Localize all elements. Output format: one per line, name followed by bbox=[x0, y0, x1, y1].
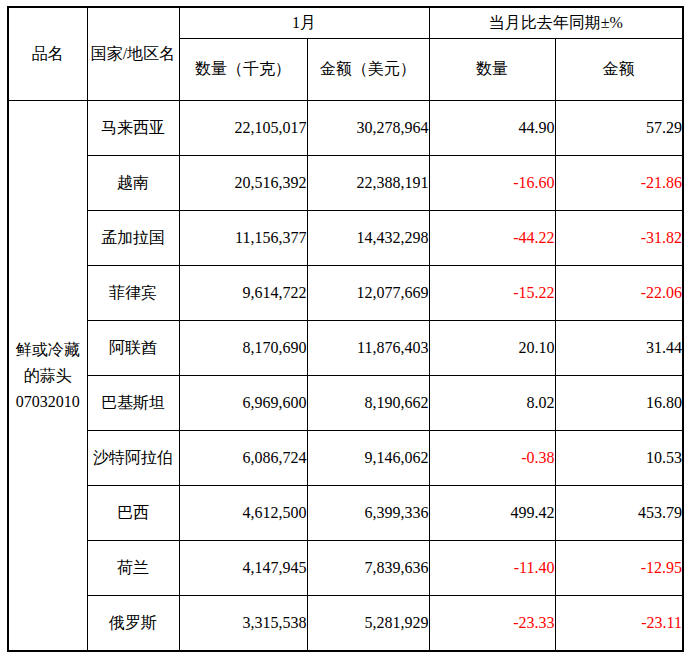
header-yoy-quantity: 数量 bbox=[429, 39, 555, 101]
quantity-kg-cell: 6,969,600 bbox=[179, 376, 307, 431]
table-row: 沙特阿拉伯 6,086,724 9,146,062 -0.38 10.53 bbox=[8, 431, 683, 486]
product-name-cell: 鲜或冷藏 的蒜头 07032010 bbox=[8, 101, 87, 652]
amount-yoy-cell: -21.86 bbox=[555, 156, 683, 211]
trade-data-table: 品名 国家/地区名 1月 当月比去年同期±% 数量（千克） 金额（美元） 数量 … bbox=[7, 6, 684, 652]
quantity-kg-cell: 11,156,377 bbox=[179, 211, 307, 266]
amount-usd-cell: 30,278,964 bbox=[307, 101, 429, 156]
amount-yoy-cell: 10.53 bbox=[555, 431, 683, 486]
amount-yoy-cell: -31.82 bbox=[555, 211, 683, 266]
header-quantity-kg: 数量（千克） bbox=[179, 39, 307, 101]
amount-usd-cell: 14,432,298 bbox=[307, 211, 429, 266]
table-row: 越南 20,516,392 22,388,191 -16.60 -21.86 bbox=[8, 156, 683, 211]
country-cell: 巴西 bbox=[87, 486, 179, 541]
table-row: 巴基斯坦 6,969,600 8,190,662 8.02 16.80 bbox=[8, 376, 683, 431]
quantity-kg-cell: 4,147,945 bbox=[179, 541, 307, 596]
country-cell: 荷兰 bbox=[87, 541, 179, 596]
country-cell: 沙特阿拉伯 bbox=[87, 431, 179, 486]
table-row: 俄罗斯 3,315,538 5,281,929 -23.33 -23.11 bbox=[8, 596, 683, 652]
country-cell: 孟加拉国 bbox=[87, 211, 179, 266]
header-yoy-group: 当月比去年同期±% bbox=[429, 7, 683, 39]
country-cell: 马来西亚 bbox=[87, 101, 179, 156]
country-cell: 越南 bbox=[87, 156, 179, 211]
amount-usd-cell: 7,839,636 bbox=[307, 541, 429, 596]
quantity-yoy-cell: 20.10 bbox=[429, 321, 555, 376]
quantity-yoy-cell: 8.02 bbox=[429, 376, 555, 431]
amount-usd-cell: 9,146,062 bbox=[307, 431, 429, 486]
amount-usd-cell: 11,876,403 bbox=[307, 321, 429, 376]
amount-yoy-cell: 31.44 bbox=[555, 321, 683, 376]
quantity-kg-cell: 4,612,500 bbox=[179, 486, 307, 541]
quantity-kg-cell: 3,315,538 bbox=[179, 596, 307, 652]
amount-usd-cell: 8,190,662 bbox=[307, 376, 429, 431]
header-amount-usd: 金额（美元） bbox=[307, 39, 429, 101]
quantity-yoy-cell: -23.33 bbox=[429, 596, 555, 652]
quantity-kg-cell: 20,516,392 bbox=[179, 156, 307, 211]
country-cell: 阿联酋 bbox=[87, 321, 179, 376]
quantity-yoy-cell: -15.22 bbox=[429, 266, 555, 321]
header-month-group: 1月 bbox=[179, 7, 429, 39]
header-yoy-amount: 金额 bbox=[555, 39, 683, 101]
quantity-yoy-cell: -0.38 bbox=[429, 431, 555, 486]
quantity-yoy-cell: -11.40 bbox=[429, 541, 555, 596]
quantity-yoy-cell: -44.22 bbox=[429, 211, 555, 266]
page: 品名 国家/地区名 1月 当月比去年同期±% 数量（千克） 金额（美元） 数量 … bbox=[0, 0, 688, 659]
amount-yoy-cell: 16.80 bbox=[555, 376, 683, 431]
country-cell: 俄罗斯 bbox=[87, 596, 179, 652]
product-line-1: 鲜或冷藏 bbox=[9, 337, 87, 363]
quantity-kg-cell: 8,170,690 bbox=[179, 321, 307, 376]
country-cell: 巴基斯坦 bbox=[87, 376, 179, 431]
table-row: 菲律宾 9,614,722 12,077,669 -15.22 -22.06 bbox=[8, 266, 683, 321]
quantity-kg-cell: 22,105,017 bbox=[179, 101, 307, 156]
amount-yoy-cell: -12.95 bbox=[555, 541, 683, 596]
amount-yoy-cell: -23.11 bbox=[555, 596, 683, 652]
quantity-kg-cell: 6,086,724 bbox=[179, 431, 307, 486]
amount-yoy-cell: 57.29 bbox=[555, 101, 683, 156]
product-code: 07032010 bbox=[9, 389, 87, 415]
header-product-name: 品名 bbox=[8, 7, 87, 101]
table-row: 鲜或冷藏 的蒜头 07032010 马来西亚 22,105,017 30,278… bbox=[8, 101, 683, 156]
quantity-yoy-cell: 44.90 bbox=[429, 101, 555, 156]
header-country-region: 国家/地区名 bbox=[87, 7, 179, 101]
table-row: 荷兰 4,147,945 7,839,636 -11.40 -12.95 bbox=[8, 541, 683, 596]
table-row: 阿联酋 8,170,690 11,876,403 20.10 31.44 bbox=[8, 321, 683, 376]
table-row: 巴西 4,612,500 6,399,336 499.42 453.79 bbox=[8, 486, 683, 541]
quantity-kg-cell: 9,614,722 bbox=[179, 266, 307, 321]
amount-usd-cell: 12,077,669 bbox=[307, 266, 429, 321]
header-row-groups: 品名 国家/地区名 1月 当月比去年同期±% bbox=[8, 7, 683, 39]
amount-usd-cell: 5,281,929 bbox=[307, 596, 429, 652]
amount-yoy-cell: 453.79 bbox=[555, 486, 683, 541]
amount-usd-cell: 22,388,191 bbox=[307, 156, 429, 211]
product-line-2: 的蒜头 bbox=[9, 363, 87, 389]
quantity-yoy-cell: -16.60 bbox=[429, 156, 555, 211]
quantity-yoy-cell: 499.42 bbox=[429, 486, 555, 541]
table-row: 孟加拉国 11,156,377 14,432,298 -44.22 -31.82 bbox=[8, 211, 683, 266]
country-cell: 菲律宾 bbox=[87, 266, 179, 321]
amount-usd-cell: 6,399,336 bbox=[307, 486, 429, 541]
amount-yoy-cell: -22.06 bbox=[555, 266, 683, 321]
